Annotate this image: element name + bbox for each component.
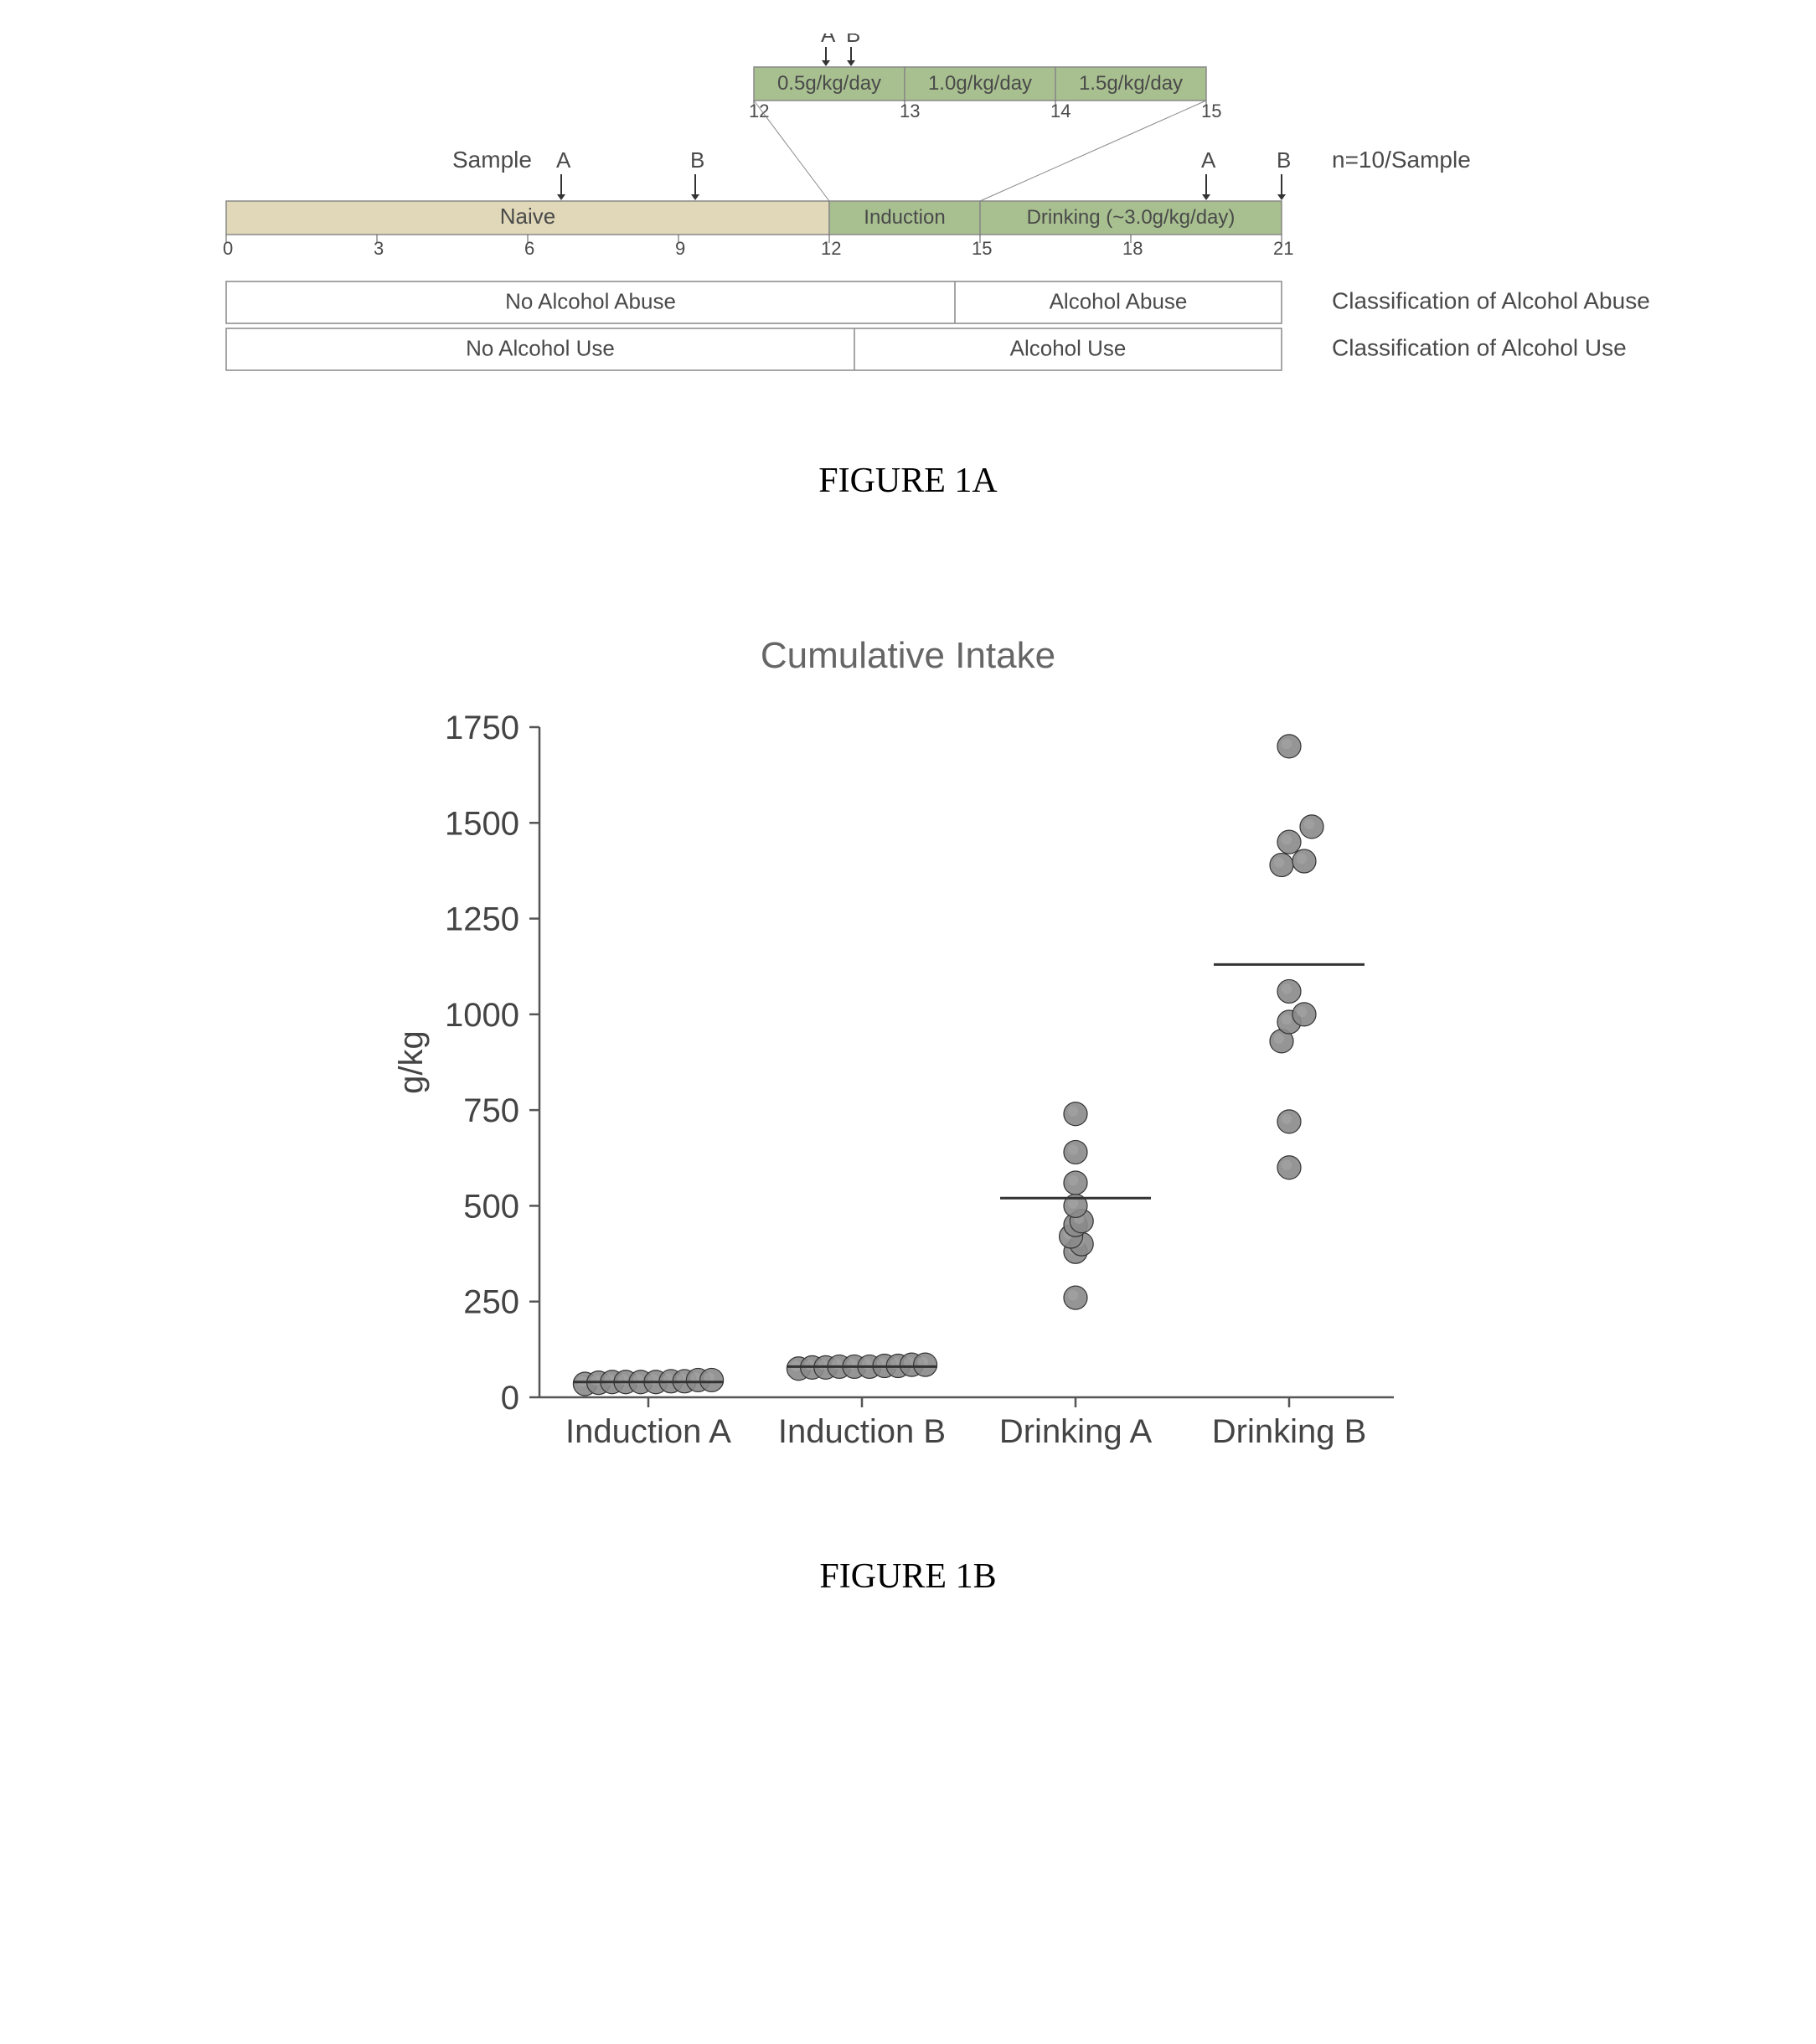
month-tick-0: 0 (223, 238, 233, 259)
sample-second-a-label: A (1201, 147, 1216, 173)
data-point (1277, 1110, 1301, 1133)
x-cat-0: Induction A (565, 1413, 731, 1450)
y-tick-500: 500 (463, 1188, 519, 1225)
data-point (1270, 854, 1293, 877)
sample-first-b-label: B (690, 147, 704, 173)
inset-tick-13: 13 (900, 101, 920, 121)
abuse-classification-label: Classification of Alcohol Abuse (1332, 288, 1650, 314)
x-cat-1: Induction B (778, 1413, 946, 1450)
x-cat-3: Drinking B (1212, 1413, 1367, 1450)
inset-arrowhead-B (847, 60, 855, 66)
use-classification-label: Classification of Alcohol Use (1332, 335, 1627, 361)
month-tick-21: 21 (1273, 238, 1293, 259)
data-point (1292, 1003, 1316, 1026)
main-bar-induction-label: Induction (864, 206, 945, 229)
y-tick-1250: 1250 (445, 901, 519, 938)
inset-connector-left (754, 101, 829, 201)
sample-second-b-label: B (1277, 147, 1291, 173)
figure-1a-caption: FIGURE 1A (50, 461, 1766, 501)
data-point (1300, 815, 1323, 839)
figure-1b-chart-svg: 0 250 500 750 1000 1250 1500 1750 g/kg Induction … (372, 694, 1444, 1498)
data-point (1277, 979, 1301, 1003)
data-point (1064, 1286, 1087, 1309)
main-bar-naive-label: Naive (500, 204, 555, 229)
y-tick-250: 250 (463, 1284, 519, 1321)
data-point (914, 1353, 937, 1376)
figure-1b: Cumulative Intake 0 250 500 750 1000 1250 1500… (50, 635, 1766, 1597)
month-tick-12: 12 (821, 238, 841, 259)
use-left-label: No Alcohol Use (466, 336, 615, 361)
data-point (1277, 735, 1301, 758)
inset-tick-14: 14 (1050, 101, 1071, 121)
inset-cell-label-2: 1.5g/kg/day (1079, 72, 1183, 95)
figure-1b-title: Cumulative Intake (322, 635, 1494, 677)
month-tick-6: 6 (524, 238, 534, 259)
inset-cell-label-1: 1.0g/kg/day (928, 72, 1032, 95)
data-point (1292, 849, 1316, 873)
abuse-left-label: No Alcohol Abuse (505, 289, 676, 314)
data-point (1277, 830, 1301, 854)
figure-1a: AB0.5g/kg/day1.0g/kg/day1.5g/kg/day12131… (50, 34, 1766, 501)
data-point (1277, 1156, 1301, 1179)
n-per-sample-label: n=10/Sample (1332, 147, 1471, 173)
inset-arrowhead-A (822, 60, 830, 66)
figure-1a-diagram: AB0.5g/kg/day1.0g/kg/day1.5g/kg/day12131… (201, 34, 1675, 402)
y-tick-0: 0 (501, 1380, 519, 1417)
month-tick-18: 18 (1122, 238, 1143, 259)
data-point (1064, 1171, 1087, 1195)
y-tick-1500: 1500 (445, 805, 519, 842)
sample-first-b-arrowhead (691, 194, 699, 200)
inset-connector-right (980, 101, 1206, 201)
sample-first-a-arrowhead (557, 194, 565, 200)
abuse-right-label: Alcohol Abuse (1050, 289, 1188, 314)
month-tick-3: 3 (374, 238, 384, 259)
sample-second-b-arrowhead (1277, 194, 1286, 200)
x-cat-2: Drinking A (999, 1413, 1153, 1450)
month-tick-9: 9 (675, 238, 685, 259)
inset-sample-A: A (821, 34, 836, 47)
y-tick-750: 750 (463, 1092, 519, 1129)
inset-tick-12: 12 (749, 101, 769, 121)
sample-second-a-arrowhead (1202, 194, 1210, 200)
month-tick-15: 15 (972, 238, 992, 259)
y-tick-1750: 1750 (445, 710, 519, 746)
use-right-label: Alcohol Use (1010, 336, 1127, 361)
data-point (700, 1368, 724, 1391)
data-point (1064, 1102, 1087, 1126)
inset-tick-15: 15 (1201, 101, 1221, 121)
sample-label: Sample (452, 147, 532, 173)
y-axis-label: g/kg (393, 1030, 430, 1094)
y-tick-1000: 1000 (445, 997, 519, 1034)
inset-cell-label-0: 0.5g/kg/day (777, 72, 881, 95)
sample-first-a-label: A (556, 147, 571, 173)
data-point (1064, 1140, 1087, 1164)
figure-1a-svg: AB0.5g/kg/day1.0g/kg/day1.5g/kg/day12131… (201, 34, 1675, 402)
inset-sample-B: B (846, 34, 860, 47)
main-bar-drinking-label: Drinking (~3.0g/kg/day) (1027, 206, 1236, 229)
figure-1b-caption: FIGURE 1B (50, 1556, 1766, 1597)
